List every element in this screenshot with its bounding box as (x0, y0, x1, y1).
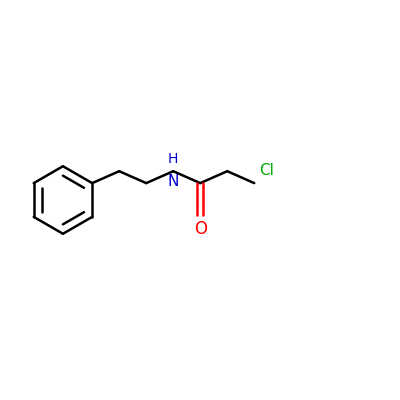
Text: H: H (168, 152, 178, 166)
Text: Cl: Cl (259, 163, 274, 178)
Text: O: O (194, 220, 207, 238)
Text: N: N (168, 174, 179, 189)
